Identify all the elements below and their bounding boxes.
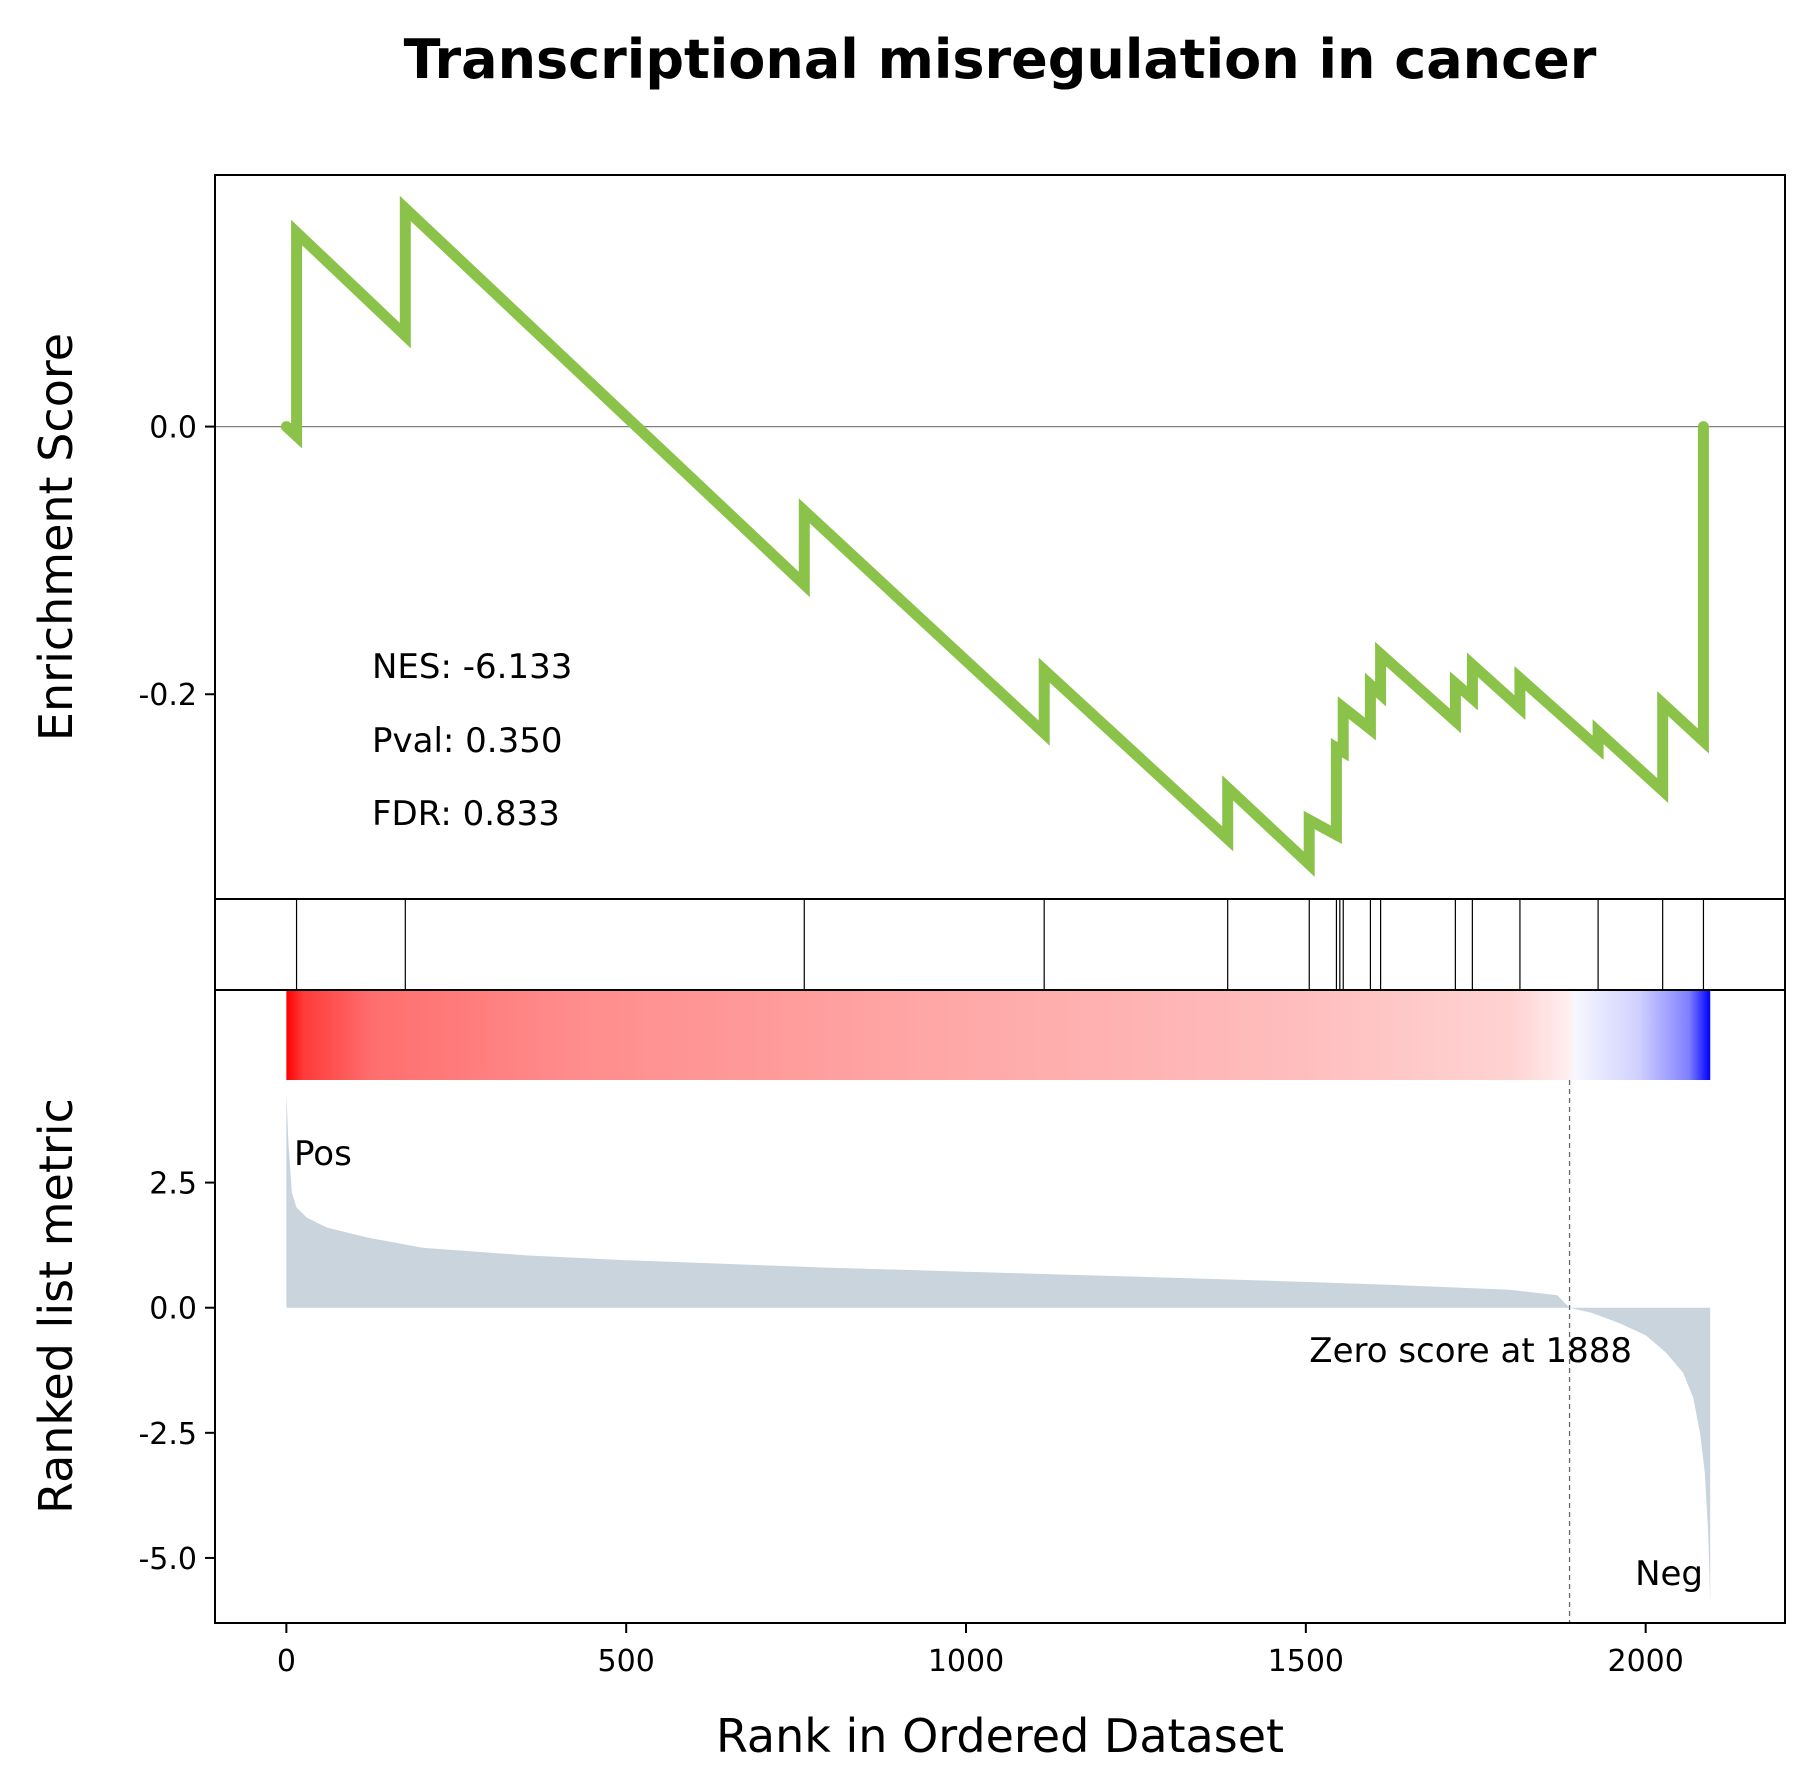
x-tick-label: 0: [277, 1644, 296, 1679]
fdr-label: FDR: 0.833: [372, 794, 560, 834]
ranked-y-axis-label: Ranked list metric: [29, 1098, 83, 1514]
ranked-y-ticks: 2.5 0.0 -2.5 -5.0: [138, 1167, 215, 1577]
enrichment-y-ticks: 0.0 -0.2: [138, 411, 215, 713]
x-tick-label: 500: [598, 1644, 655, 1679]
hit-lines: [295, 899, 1705, 990]
x-tick-label: 1500: [1268, 1644, 1344, 1679]
neg-label: Neg: [1635, 1554, 1703, 1594]
ranked-y-tick-label: -5.0: [138, 1542, 197, 1577]
ranked-metric-panel: 2.5 0.0 -2.5 -5.0 Pos Neg Zero score at 188…: [29, 989, 1786, 1624]
x-axis-label: Rank in Ordered Dataset: [716, 1709, 1284, 1763]
enrichment-y-tick-label: -0.2: [138, 678, 197, 713]
ranked-frame: [214, 989, 1786, 1624]
enrichment-score-line: [280, 195, 1709, 877]
hits-frame: [214, 898, 1786, 991]
chart-title: Transcriptional misregulation in cancer: [404, 28, 1597, 91]
enrichment-frame: [214, 174, 1786, 900]
nes-label: NES: -6.133: [372, 647, 572, 687]
enrichment-y-tick-label: 0.0: [149, 411, 197, 446]
enrichment-panel: 0.0 -0.2 NES: -6.133 Pval: 0.350 FDR: 0.8…: [29, 174, 1786, 900]
ranked-y-tick-label: 2.5: [149, 1167, 197, 1202]
hits-panel: [214, 898, 1786, 991]
enrichment-y-axis-label: Enrichment Score: [29, 333, 83, 741]
rank-colorbar: [286, 990, 1711, 1080]
pos-label: Pos: [294, 1134, 352, 1174]
ranked-y-tick-label: -2.5: [138, 1417, 197, 1452]
ranked-y-tick-label: 0.0: [149, 1292, 197, 1327]
zero-score-label: Zero score at 1888: [1309, 1331, 1632, 1371]
x-tick-label: 1000: [928, 1644, 1004, 1679]
x-tick-label: 2000: [1607, 1644, 1683, 1679]
pval-label: Pval: 0.350: [372, 721, 563, 761]
x-ticks: 0 500 1000 1500 2000: [277, 1623, 1684, 1679]
